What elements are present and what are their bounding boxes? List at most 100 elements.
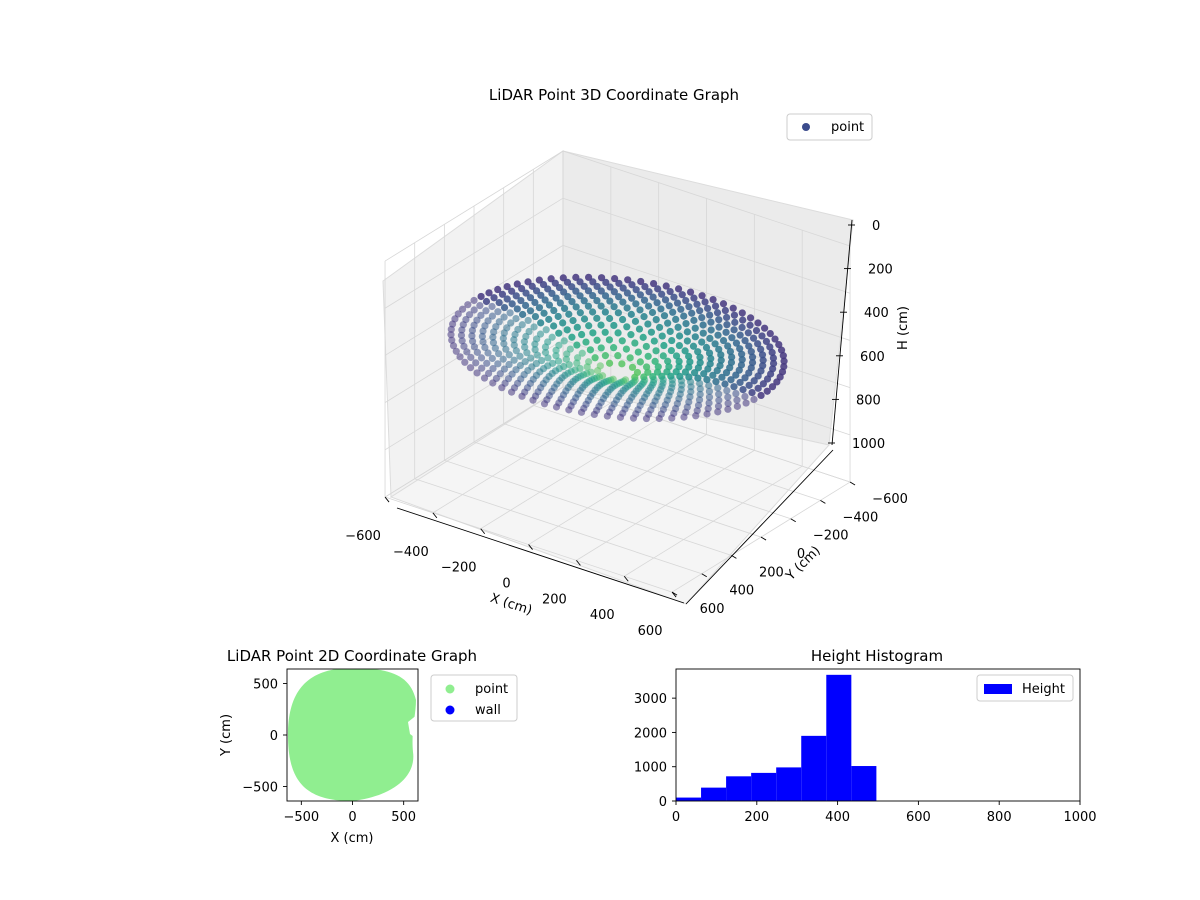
point-3d-marker	[593, 297, 601, 305]
y-axis-label-2d: Y (cm)	[219, 714, 234, 757]
point-3d-marker	[615, 293, 623, 301]
point-3d-marker	[705, 393, 714, 401]
point-3d-marker	[572, 273, 580, 281]
point-3d-marker	[480, 374, 489, 382]
point-3d-marker	[717, 351, 725, 359]
point-3d-marker	[649, 293, 657, 301]
point-3d-marker	[584, 287, 593, 295]
point-3d-marker	[585, 322, 593, 330]
point-3d-marker	[502, 345, 510, 353]
point-3d-marker	[537, 319, 545, 327]
point-3d-marker	[690, 369, 699, 377]
histogram-bar	[726, 776, 752, 801]
point-3d-marker	[626, 354, 634, 362]
point-3d-marker	[573, 323, 581, 331]
y-tick-label-2d: 500	[253, 677, 278, 692]
point-3d-marker	[565, 310, 573, 318]
x-tick-label-3d: 200	[542, 592, 567, 607]
point-3d-marker	[505, 351, 513, 359]
point-3d-marker	[690, 316, 698, 324]
point-3d-marker	[507, 319, 515, 327]
point-3d-marker	[531, 340, 539, 348]
point-3d-marker	[576, 309, 584, 317]
point-3d-marker	[711, 340, 719, 348]
y-tick-3d	[701, 573, 707, 578]
point-3d-marker	[590, 410, 598, 419]
point-3d-marker	[706, 311, 714, 319]
point-3d-marker	[478, 364, 486, 372]
point-3d-marker	[640, 296, 649, 304]
point-3d-marker	[531, 312, 540, 321]
y-tick-label-histogram: 0	[659, 795, 667, 810]
chart-histogram: Height Histogram 0 200 400 600 800 1000 0 1000 2…	[634, 647, 1097, 825]
point-3d-marker	[521, 358, 529, 366]
point-footprint-2d	[288, 669, 416, 801]
point-3d-marker	[672, 352, 681, 360]
y-axis-line	[685, 449, 834, 605]
point-3d-marker	[715, 345, 723, 353]
point-3d-marker	[640, 313, 648, 321]
point-3d-marker	[682, 296, 690, 305]
point-3d-marker	[641, 283, 649, 291]
point-3d-marker	[597, 344, 605, 352]
point-3d-marker	[513, 305, 521, 313]
point-3d-marker	[498, 290, 507, 298]
point-3d-marker	[460, 342, 468, 350]
point-3d-marker	[680, 312, 688, 320]
point-3d-marker	[754, 384, 762, 392]
point-3d-marker	[485, 289, 493, 297]
point-3d-marker	[510, 341, 518, 349]
point-3d-marker	[540, 400, 549, 408]
x-tick-label-histogram: 400	[825, 810, 850, 825]
point-3d-marker	[726, 347, 735, 356]
point-3d-marker	[457, 331, 466, 339]
z-tick-label-3d: 200	[868, 263, 893, 278]
point-3d-marker	[518, 321, 526, 329]
grid-back-horizontal-line	[562, 292, 851, 389]
point-3d-marker	[750, 395, 758, 404]
point-3d-marker	[512, 314, 520, 323]
point-3d-marker	[723, 321, 731, 329]
point-3d-marker	[696, 353, 704, 361]
point-3d-marker	[622, 345, 630, 353]
point-3d-marker	[555, 329, 563, 337]
point-3d-marker	[580, 282, 588, 290]
point-3d-marker	[739, 316, 747, 324]
point-3d-marker	[568, 298, 576, 306]
point-3d-marker	[518, 285, 526, 293]
point-3d-marker	[660, 341, 668, 350]
point-3d-marker	[644, 302, 653, 310]
point-3d-marker	[526, 294, 535, 302]
point-3d-marker	[512, 347, 520, 355]
point-3d-marker	[650, 337, 658, 345]
y-tick-label-3d: −400	[843, 510, 879, 525]
point-3d-marker	[503, 282, 511, 291]
histogram-title: Height Histogram	[811, 647, 943, 665]
footprint-notch	[408, 714, 418, 740]
point-3d-marker	[573, 359, 581, 367]
point-3d-marker	[718, 373, 726, 381]
point-3d-marker	[746, 314, 755, 322]
point-3d-marker	[698, 292, 706, 300]
point-3d-marker	[701, 298, 709, 306]
point-3d-marker	[489, 365, 497, 373]
x-tick-label-2d: 500	[391, 810, 416, 825]
point-3d-marker	[537, 291, 545, 299]
point-3d-marker	[691, 324, 699, 332]
point-3d-marker	[627, 310, 635, 318]
x-tick-label-3d: −600	[345, 529, 381, 544]
ticks-2d: −500 −500 0 0 500 500	[242, 677, 416, 825]
point-3d-marker	[648, 308, 657, 317]
point-3d-marker	[659, 352, 667, 360]
histogram-bar	[751, 772, 777, 801]
chart-2d: LiDAR Point 2D Coordinate Graph −500−500…	[219, 647, 518, 846]
point-3d-marker	[544, 354, 552, 362]
point-3d-marker	[468, 332, 476, 340]
histogram-bar	[776, 767, 802, 801]
point-3d-marker	[709, 295, 717, 304]
point-3d-marker	[538, 356, 546, 365]
point-3d-marker	[762, 337, 771, 346]
grid-back-horizontal-line	[562, 245, 851, 341]
point-3d-marker	[490, 294, 498, 302]
grid-back-horizontal-line	[562, 150, 851, 247]
